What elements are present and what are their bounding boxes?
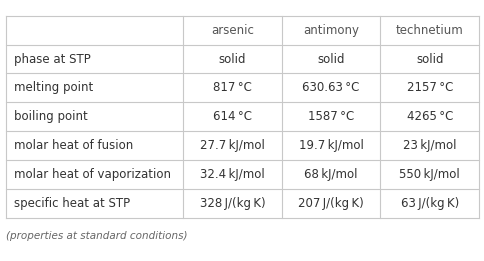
- Text: molar heat of vaporization: molar heat of vaporization: [14, 168, 170, 181]
- Text: 550 kJ/mol: 550 kJ/mol: [398, 168, 459, 181]
- Text: 68 kJ/mol: 68 kJ/mol: [303, 168, 357, 181]
- Text: arsenic: arsenic: [211, 23, 254, 37]
- Text: molar heat of fusion: molar heat of fusion: [14, 139, 133, 152]
- Text: 2157 °C: 2157 °C: [406, 81, 452, 94]
- Text: specific heat at STP: specific heat at STP: [14, 197, 129, 210]
- Text: 19.7 kJ/mol: 19.7 kJ/mol: [298, 139, 363, 152]
- Text: phase at STP: phase at STP: [14, 52, 90, 66]
- Text: 630.63 °C: 630.63 °C: [302, 81, 359, 94]
- Text: 23 kJ/mol: 23 kJ/mol: [402, 139, 455, 152]
- Text: 4265 °C: 4265 °C: [406, 110, 452, 123]
- Text: 1587 °C: 1587 °C: [307, 110, 353, 123]
- Text: 207 J/(kg K): 207 J/(kg K): [298, 197, 363, 210]
- Text: 328 J/(kg K): 328 J/(kg K): [199, 197, 265, 210]
- Text: 63 J/(kg K): 63 J/(kg K): [400, 197, 458, 210]
- Text: technetium: technetium: [395, 23, 463, 37]
- Text: boiling point: boiling point: [14, 110, 87, 123]
- Text: (properties at standard conditions): (properties at standard conditions): [6, 231, 187, 241]
- Text: melting point: melting point: [14, 81, 92, 94]
- Text: solid: solid: [317, 52, 344, 66]
- Text: 32.4 kJ/mol: 32.4 kJ/mol: [200, 168, 264, 181]
- Text: solid: solid: [218, 52, 246, 66]
- Text: solid: solid: [415, 52, 442, 66]
- Text: antimony: antimony: [302, 23, 358, 37]
- Text: 614 °C: 614 °C: [212, 110, 252, 123]
- Text: 27.7 kJ/mol: 27.7 kJ/mol: [200, 139, 264, 152]
- Text: 817 °C: 817 °C: [212, 81, 252, 94]
